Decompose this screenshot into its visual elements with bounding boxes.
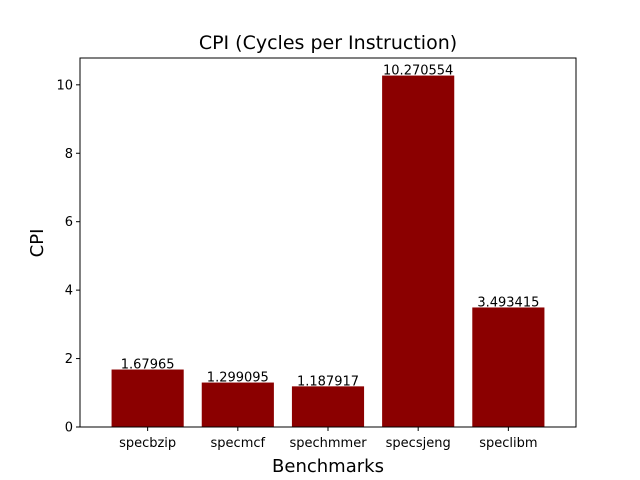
y-tick-label-8: 8 [65, 147, 73, 162]
x-axis-label: Benchmarks [272, 456, 384, 477]
chart-title: CPI (Cycles per Instruction) [199, 32, 457, 54]
data-label-speclibm: 3.493415 [477, 295, 539, 310]
y-tick-label-4: 4 [65, 284, 73, 299]
x-tick-label-specsjeng: specsjeng [386, 436, 451, 451]
bar-specsjeng [382, 75, 455, 428]
y-axis: 0 2 4 6 8 10 [56, 78, 80, 436]
data-label-specsjeng: 10.270554 [383, 64, 453, 79]
bar-spechmmer [291, 386, 365, 427]
y-tick-label-2: 2 [65, 352, 73, 367]
bars-layer [111, 75, 545, 428]
data-label-specbzip: 1.67965 [121, 358, 175, 373]
x-axis: specbzip specmcf spechmmer specsjeng speclib… [119, 427, 538, 451]
data-label-specmcf: 1.299095 [207, 371, 269, 386]
bar-speclibm [472, 307, 545, 427]
data-label-spechmmer: 1.187917 [297, 374, 359, 389]
y-tick-label-6: 6 [65, 215, 73, 230]
data-labels-layer: 1.67965 1.299095 1.187917 10.270554 3.493415 [121, 64, 540, 390]
bar-specmcf [201, 382, 274, 427]
x-tick-label-spechmmer: spechmmer [289, 436, 367, 451]
x-tick-label-speclibm: speclibm [479, 436, 537, 451]
x-tick-label-specmcf: specmcf [211, 436, 266, 451]
y-tick-label-0: 0 [65, 421, 73, 436]
y-axis-label: CPI [27, 229, 48, 258]
x-tick-label-specbzip: specbzip [119, 436, 176, 451]
y-tick-label-10: 10 [56, 78, 73, 93]
bar-specbzip [111, 369, 184, 427]
